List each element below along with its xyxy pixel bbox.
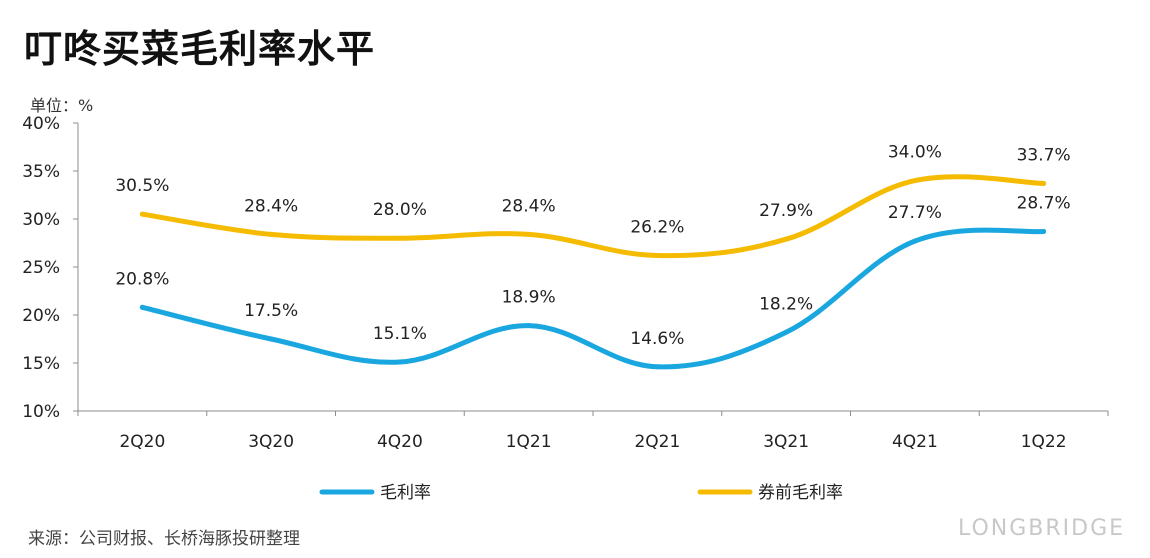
data-label: 27.9% — [759, 201, 813, 221]
legend-label: 毛利率 — [380, 483, 431, 503]
x-tick-label: 2Q21 — [634, 432, 680, 452]
data-point — [1041, 180, 1047, 186]
y-tick-label: 10% — [22, 402, 60, 422]
data-label: 30.5% — [115, 176, 169, 196]
data-label: 26.2% — [630, 217, 684, 237]
data-label: 14.6% — [630, 329, 684, 349]
data-point — [397, 235, 403, 241]
x-tick-label: 3Q20 — [248, 432, 294, 452]
data-point — [526, 323, 532, 329]
y-tick-label: 25% — [22, 258, 60, 278]
series-line-2 — [139, 174, 1047, 259]
legend-label: 券前毛利率 — [758, 483, 843, 503]
y-tick-label: 15% — [22, 354, 60, 374]
data-point — [268, 231, 274, 237]
data-point — [912, 238, 918, 244]
x-tick-label: 2Q20 — [119, 432, 165, 452]
series-line-1 — [139, 227, 1047, 370]
data-label: 18.2% — [759, 294, 813, 314]
data-label: 34.0% — [888, 143, 942, 163]
data-point — [1041, 228, 1047, 234]
y-tick-label: 30% — [22, 210, 60, 230]
data-point — [783, 329, 789, 335]
x-tick-label: 4Q20 — [377, 432, 423, 452]
y-tick-label: 35% — [22, 162, 60, 182]
data-point — [139, 211, 145, 217]
data-label: 17.5% — [244, 301, 298, 321]
data-label: 28.7% — [1017, 193, 1071, 213]
x-tick-label: 3Q21 — [763, 432, 809, 452]
data-point — [268, 336, 274, 342]
unit-label: 单位：% — [30, 96, 94, 115]
data-label: 18.9% — [502, 288, 556, 308]
data-point — [397, 359, 403, 365]
data-point — [526, 231, 532, 237]
data-label: 15.1% — [373, 324, 427, 344]
data-label: 20.8% — [115, 269, 169, 289]
data-label: 28.4% — [244, 196, 298, 216]
data-label: 28.4% — [502, 196, 556, 216]
data-label: 28.0% — [373, 200, 427, 220]
data-point — [783, 236, 789, 242]
brand-watermark: LONGBRIDGE — [958, 516, 1125, 541]
data-point — [139, 304, 145, 310]
data-label: 33.7% — [1017, 145, 1071, 165]
x-tick-label: 4Q21 — [892, 432, 938, 452]
data-point — [654, 252, 660, 258]
source-note: 来源：公司财报、长桥海豚投研整理 — [28, 529, 300, 549]
chart-title: 叮咚买菜毛利率水平 — [24, 27, 376, 71]
x-tick-label: 1Q22 — [1021, 432, 1067, 452]
y-tick-label: 20% — [22, 306, 60, 326]
x-tick-label: 1Q21 — [506, 432, 552, 452]
y-tick-label: 40% — [22, 114, 60, 134]
data-point — [912, 178, 918, 184]
data-label: 27.7% — [888, 203, 942, 223]
data-point — [654, 364, 660, 370]
